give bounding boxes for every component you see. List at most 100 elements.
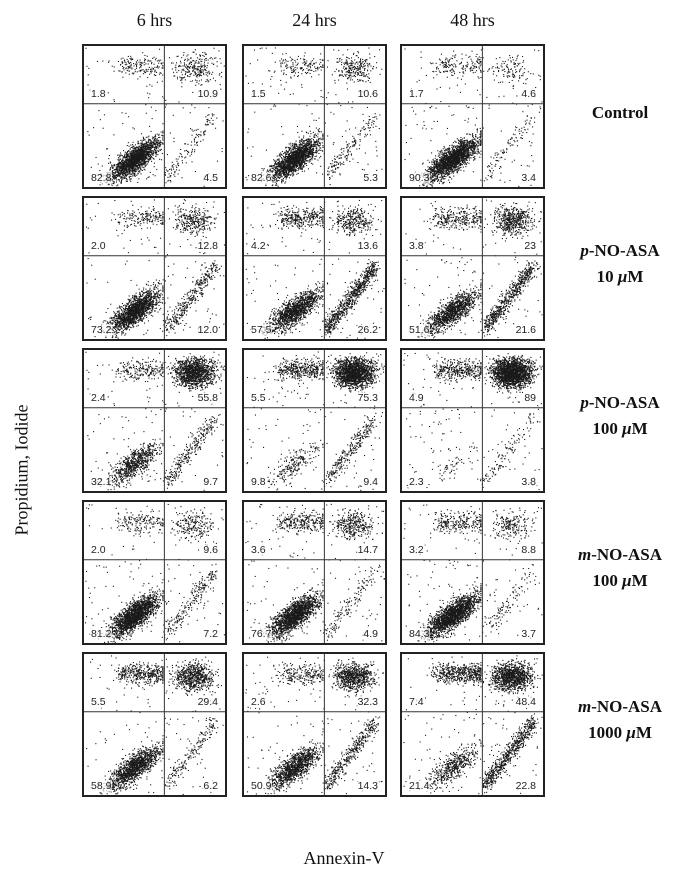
quadrant-value-lr: 3.4 [520, 172, 537, 184]
quadrant-value-ll: 81.2 [90, 628, 113, 640]
quadrant-value-ul: 4.9 [408, 391, 425, 404]
y-axis-label: Propidium, Iodide [12, 405, 33, 536]
quadrant-value-ur: 8.8 [520, 543, 537, 556]
quadrant-value-ur: 55.8 [196, 391, 219, 404]
quadrant-value-ur: 14.7 [356, 543, 379, 556]
quadrant-value-ll: 32.1 [90, 476, 113, 488]
scatter-panel: 2.4 55.8 32.1 9.7 [82, 348, 227, 493]
scatter-plot [84, 502, 225, 643]
event-dots [404, 47, 543, 187]
scatter-panel: 1.8 10.9 82.8 4.5 [82, 44, 227, 189]
quadrant-value-lr: 4.5 [202, 172, 219, 184]
quadrant-value-lr: 26.2 [356, 324, 379, 336]
scatter-plot [84, 654, 225, 795]
quadrant-value-lr: 7.2 [202, 628, 219, 640]
scatter-plot [244, 654, 385, 795]
scatter-panel: 1.7 4.6 90.3 3.4 [400, 44, 545, 189]
event-dots [245, 656, 384, 795]
quadrant-value-ll: 82.8 [90, 172, 113, 184]
scatter-plot [244, 350, 385, 491]
quadrant-value-lr: 12.0 [196, 324, 219, 336]
scatter-panel: 5.5 75.3 9.8 9.4 [242, 348, 387, 493]
quadrant-value-ur: 29.4 [196, 695, 219, 708]
scatter-plot [244, 46, 385, 187]
scatter-plot [402, 350, 543, 491]
scatter-plot [84, 350, 225, 491]
quadrant-value-ul: 1.5 [250, 87, 267, 100]
column-header: 6 hrs [95, 10, 215, 31]
quadrant-value-lr: 9.7 [202, 476, 219, 488]
quadrant-value-ul: 2.0 [90, 239, 107, 252]
quadrant-value-ul: 3.8 [408, 239, 425, 252]
quadrant-value-lr: 3.7 [520, 628, 537, 640]
quadrant-value-ur: 10.9 [196, 87, 219, 100]
event-dots [403, 504, 543, 643]
quadrant-value-ll: 51.6 [408, 324, 431, 336]
row-label: p-NO-ASA 10 μM [555, 238, 685, 289]
quadrant-value-ul: 2.4 [90, 391, 107, 404]
quadrant-value-lr: 21.6 [514, 324, 537, 336]
event-dots [245, 199, 385, 339]
quadrant-value-ur: 12.8 [196, 239, 219, 252]
quadrant-value-ur: 48.4 [514, 695, 537, 708]
scatter-panel: 7.4 48.4 21.4 22.8 [400, 652, 545, 797]
quadrant-value-lr: 6.2 [202, 780, 219, 792]
quadrant-value-lr: 5.3 [362, 172, 379, 184]
quadrant-value-ul: 5.5 [250, 391, 267, 404]
quadrant-value-ul: 2.0 [90, 543, 107, 556]
x-axis-label: Annexin-V [0, 848, 688, 869]
quadrant-value-ul: 7.4 [408, 695, 425, 708]
quadrant-value-ll: 57.5 [250, 324, 273, 336]
scatter-panel: 1.5 10.6 82.6 5.3 [242, 44, 387, 189]
quadrant-value-ur: 13.6 [356, 239, 379, 252]
scatter-plot [244, 198, 385, 339]
quadrant-value-ll: 82.6 [250, 172, 273, 184]
row-label: m-NO-ASA 100 μM [555, 542, 685, 593]
quadrant-value-ur: 89 [523, 391, 537, 404]
quadrant-value-lr: 3.8 [520, 476, 537, 488]
event-dots [245, 503, 385, 643]
event-dots [85, 351, 225, 491]
quadrant-value-ul: 1.8 [90, 87, 107, 100]
quadrant-value-ll: 50.9 [250, 780, 273, 792]
quadrant-value-ll: 2.3 [408, 476, 425, 488]
row-label: m-NO-ASA 1000 μM [555, 694, 685, 745]
scatter-plot [402, 654, 543, 795]
quadrant-value-ur: 4.6 [520, 87, 537, 100]
quadrant-value-lr: 22.8 [514, 780, 537, 792]
quadrant-value-ul: 3.6 [250, 543, 267, 556]
scatter-panel: 2.0 9.6 81.2 7.2 [82, 500, 227, 645]
scatter-panel: 3.6 14.7 76.7 4.9 [242, 500, 387, 645]
quadrant-value-ll: 90.3 [408, 172, 431, 184]
scatter-plot [84, 198, 225, 339]
quadrant-value-ll: 84.3 [408, 628, 431, 640]
scatter-panel: 3.2 8.8 84.3 3.7 [400, 500, 545, 645]
quadrant-value-ll: 58.9 [90, 780, 113, 792]
event-dots [403, 352, 543, 491]
scatter-plot [402, 46, 543, 187]
event-dots [85, 47, 225, 187]
quadrant-value-ur: 10.6 [356, 87, 379, 100]
quadrant-value-ul: 2.6 [250, 695, 267, 708]
quadrant-value-lr: 9.4 [362, 476, 379, 488]
quadrant-value-ur: 32.3 [356, 695, 379, 708]
column-header: 48 hrs [413, 10, 533, 31]
scatter-plot [244, 502, 385, 643]
quadrant-value-ul: 4.2 [250, 239, 267, 252]
quadrant-value-ll: 21.4 [408, 780, 431, 792]
event-dots [404, 199, 543, 339]
scatter-plot [402, 198, 543, 339]
row-label: Control [555, 100, 685, 126]
event-dots [85, 199, 225, 339]
quadrant-value-lr: 14.3 [356, 780, 379, 792]
quadrant-value-ll: 73.2 [90, 324, 113, 336]
quadrant-value-ur: 9.6 [202, 543, 219, 556]
scatter-panel: 5.5 29.4 58.9 6.2 [82, 652, 227, 797]
event-dots [245, 47, 383, 187]
quadrant-value-ll: 9.8 [250, 476, 267, 488]
column-header: 24 hrs [255, 10, 375, 31]
quadrant-value-ll: 76.7 [250, 628, 273, 640]
scatter-panel: 4.2 13.6 57.5 26.2 [242, 196, 387, 341]
quadrant-value-ur: 23 [523, 239, 537, 252]
row-label: p-NO-ASA 100 μM [555, 390, 685, 441]
